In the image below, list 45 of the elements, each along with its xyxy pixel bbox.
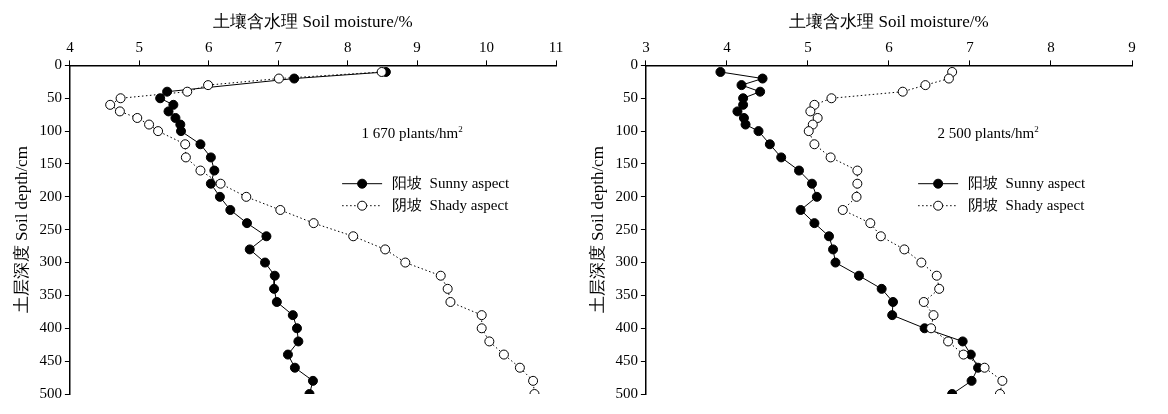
y-tick-label: 300 [615,253,638,270]
y-tick-label: 100 [39,122,62,139]
legend-label: 阴坡 Shady aspect [392,196,510,213]
y-tick-label: 400 [615,319,638,336]
x-tick-label: 7 [274,39,283,56]
x-axis-title: 土壤含水理 Soil moisture/% [213,11,413,31]
legend-label: 阳坡 Sunny aspect [968,174,1087,191]
y-tick-label: 250 [615,220,638,237]
x-tick-label: 6 [885,39,894,56]
x-tick-label: 11 [548,39,564,56]
x-tick-label: 5 [804,39,812,56]
x-tick-label: 7 [966,39,975,56]
x-tick-label: 9 [413,39,421,56]
y-tick-label: 100 [615,122,638,139]
y-tick-label: 450 [615,352,638,369]
y-tick-label: 450 [39,352,62,369]
y-tick-label: 300 [39,253,62,270]
x-tick-label: 5 [135,39,144,56]
x-tick-label: 4 [723,39,732,56]
x-tick-label: 3 [642,39,650,56]
x-tick-label: 9 [1128,39,1136,56]
y-axis-title: 土层深度 Soil depth/cm [587,146,607,314]
y-tick-label: 50 [622,89,638,106]
y-tick-label: 150 [39,154,62,171]
y-tick-label: 250 [39,220,62,237]
y-tick-label: 0 [54,56,62,73]
y-tick-label: 350 [39,286,62,303]
y-tick-label: 500 [615,384,638,401]
legend-label: 阳坡 Sunny aspect [392,174,511,191]
y-tick-label: 500 [39,384,62,401]
x-tick-label: 8 [343,39,352,56]
y-axis-title: 土层深度 Soil depth/cm [11,146,31,314]
y-tick-label: 350 [615,286,638,303]
x-tick-label: 4 [66,39,75,56]
y-tick-label: 150 [615,154,638,171]
y-tick-label: 200 [39,187,62,204]
y-tick-label: 0 [630,56,638,73]
y-tick-label: 400 [39,319,62,336]
y-tick-label: 50 [46,89,62,106]
x-axis-title: 土壤含水理 Soil moisture/% [789,11,989,31]
x-tick-label: 6 [205,39,214,56]
legend-label: 阴坡 Shady aspect [968,196,1086,213]
y-tick-label: 200 [615,187,638,204]
x-tick-label: 10 [479,39,495,56]
x-tick-label: 8 [1047,39,1055,56]
